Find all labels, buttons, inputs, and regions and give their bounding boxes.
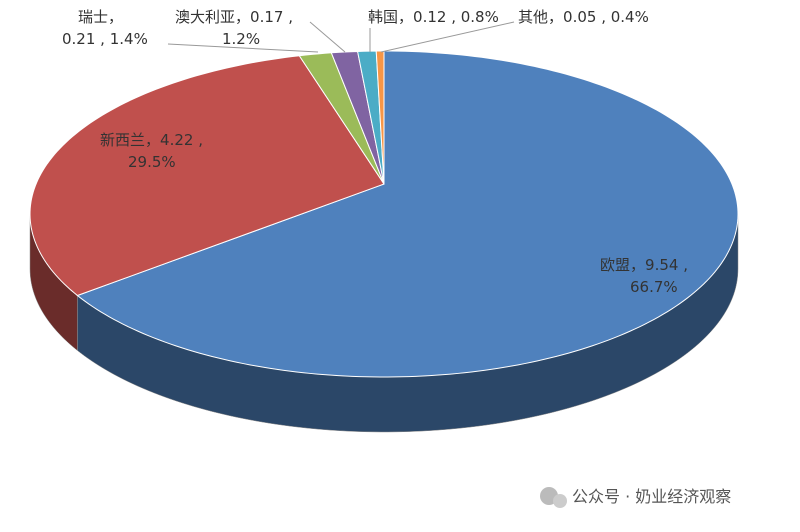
label-part: 其他 <box>518 8 548 26</box>
label-part: ， <box>398 8 413 26</box>
data-label: 其他，0.05 , 0.4% <box>518 8 649 26</box>
label-part: 0.12 <box>413 8 446 26</box>
slice <box>298 52 385 185</box>
label-part: 韩国 <box>368 8 398 26</box>
label-part: ， <box>548 8 563 26</box>
watermark-icon <box>553 494 567 508</box>
label-part: , <box>678 256 692 274</box>
leader-line <box>167 43 319 53</box>
leader-line <box>309 21 346 53</box>
label-part: ， <box>108 8 123 26</box>
label-part: 1.4% <box>110 30 148 48</box>
label-part: 4.22 <box>160 131 193 149</box>
label-part: 66.7% <box>630 278 678 296</box>
label-part: 29.5% <box>128 153 176 171</box>
labels: 欧盟，9.54 , 66.7%新西兰，4.22 , 29.5%瑞士， 0.21 ,… <box>62 8 693 296</box>
label-part: , <box>95 30 109 48</box>
label-part: 瑞士 <box>78 8 108 26</box>
data-label: 新西兰，4.22 , 29.5% <box>100 131 208 171</box>
label-part: , <box>193 131 207 149</box>
data-label: 韩国，0.12 , 0.8% <box>368 8 499 26</box>
label-part: 0.4% <box>611 8 649 26</box>
pie <box>29 50 739 433</box>
label-part: 0.21 <box>62 30 95 48</box>
label-part: ， <box>235 8 250 26</box>
label-part: , <box>446 8 460 26</box>
label-part: ， <box>145 131 160 149</box>
slice <box>76 50 739 378</box>
label-part: 9.54 <box>645 256 678 274</box>
watermark: 公众号 · 奶业经济观察 <box>540 487 731 508</box>
watermark-text: 公众号 · 奶业经济观察 <box>572 487 731 506</box>
label-part: 0.05 <box>563 8 596 26</box>
data-label: 欧盟，9.54 , 66.7% <box>600 256 693 296</box>
label-part: ， <box>630 256 645 274</box>
label-part: 新西兰 <box>100 131 145 149</box>
label-part: , <box>596 8 610 26</box>
label-part: 0.17 <box>250 8 283 26</box>
data-label: 澳大利亚，0.17 , 1.2% <box>175 8 298 48</box>
leader-line <box>380 21 515 53</box>
label-part: 0.8% <box>461 8 499 26</box>
data-label: 瑞士， 0.21 , 1.4% <box>62 8 148 48</box>
slice <box>375 50 385 185</box>
label-part: 澳大利亚 <box>175 8 235 26</box>
slice <box>29 55 385 297</box>
label-part: , <box>283 8 297 26</box>
label-part: 欧盟 <box>600 256 630 274</box>
label-part: 1.2% <box>222 30 260 48</box>
